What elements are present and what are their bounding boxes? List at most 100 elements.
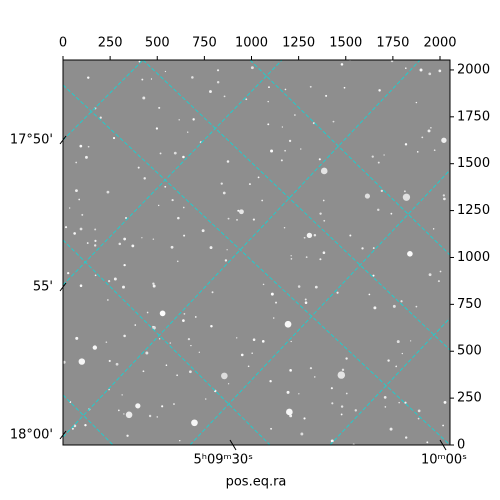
star bbox=[123, 237, 127, 241]
grid-line bbox=[63, 239, 271, 445]
star bbox=[115, 362, 119, 366]
x-tick-label: 0 bbox=[59, 36, 67, 51]
star bbox=[270, 292, 274, 296]
star bbox=[210, 324, 213, 328]
star bbox=[341, 368, 345, 372]
star bbox=[433, 149, 436, 152]
star bbox=[152, 325, 154, 328]
star bbox=[312, 122, 315, 125]
star bbox=[81, 213, 84, 216]
star bbox=[211, 291, 214, 294]
star bbox=[330, 439, 334, 443]
star bbox=[300, 432, 304, 436]
star bbox=[305, 256, 308, 259]
star bbox=[227, 217, 230, 220]
star bbox=[94, 244, 97, 247]
star bbox=[319, 212, 322, 215]
star bbox=[177, 216, 180, 220]
star bbox=[294, 114, 296, 116]
star bbox=[187, 337, 191, 341]
star bbox=[286, 408, 293, 416]
star bbox=[330, 387, 333, 390]
star bbox=[372, 247, 375, 249]
star bbox=[124, 216, 128, 220]
star bbox=[220, 182, 223, 185]
star bbox=[269, 380, 272, 383]
star bbox=[134, 324, 137, 326]
star bbox=[377, 161, 380, 164]
dec-tick-label: 17°50' bbox=[10, 133, 53, 148]
star bbox=[313, 233, 317, 237]
star bbox=[378, 89, 381, 92]
star bbox=[304, 298, 307, 301]
star bbox=[313, 376, 316, 378]
star bbox=[398, 401, 400, 404]
star bbox=[284, 88, 287, 91]
y-tick-label: 2000 bbox=[457, 62, 490, 77]
star bbox=[325, 94, 328, 97]
star bbox=[298, 393, 300, 395]
star bbox=[289, 414, 293, 418]
star bbox=[138, 60, 141, 63]
star bbox=[443, 197, 446, 201]
star bbox=[368, 293, 371, 296]
star bbox=[204, 398, 207, 400]
star bbox=[306, 232, 313, 239]
star bbox=[383, 154, 385, 156]
star bbox=[198, 351, 200, 353]
star bbox=[332, 120, 335, 123]
grid-line bbox=[249, 60, 450, 256]
star bbox=[402, 193, 411, 201]
star bbox=[183, 234, 186, 237]
star bbox=[400, 300, 403, 303]
star bbox=[275, 301, 278, 304]
star bbox=[171, 198, 174, 202]
star bbox=[173, 403, 175, 405]
star bbox=[318, 158, 321, 161]
star bbox=[143, 177, 146, 180]
star bbox=[152, 238, 155, 240]
y-tick-label: 750 bbox=[457, 297, 482, 312]
star bbox=[176, 374, 179, 377]
star bbox=[290, 258, 293, 260]
star bbox=[322, 199, 325, 202]
star bbox=[182, 319, 185, 322]
star bbox=[170, 245, 174, 249]
star bbox=[216, 69, 220, 72]
star bbox=[396, 340, 400, 344]
star bbox=[261, 199, 264, 202]
star bbox=[438, 69, 442, 73]
star bbox=[194, 316, 197, 318]
star bbox=[67, 271, 70, 275]
star bbox=[415, 101, 418, 104]
star bbox=[251, 352, 253, 354]
star bbox=[78, 198, 81, 201]
x-tick-label: 750 bbox=[192, 36, 217, 51]
star bbox=[94, 228, 97, 231]
image-noise bbox=[63, 60, 450, 445]
star bbox=[428, 72, 432, 76]
star bbox=[152, 282, 155, 285]
star bbox=[123, 334, 126, 338]
star bbox=[105, 341, 108, 343]
star bbox=[142, 96, 146, 100]
star bbox=[126, 434, 129, 437]
x-tick-label: 1000 bbox=[235, 36, 268, 51]
star bbox=[227, 383, 230, 385]
x-tick-label: 2000 bbox=[423, 36, 456, 51]
star bbox=[164, 185, 167, 188]
star bbox=[267, 123, 270, 126]
y-tick-label: 1500 bbox=[457, 156, 490, 171]
star bbox=[389, 427, 393, 431]
star bbox=[281, 126, 284, 128]
star bbox=[224, 259, 228, 262]
star bbox=[286, 390, 290, 394]
x-tick-label: 1250 bbox=[282, 36, 315, 51]
star bbox=[209, 90, 212, 94]
ra-tick-label: 10ᵐ00ˢ bbox=[421, 453, 467, 468]
star bbox=[94, 274, 97, 277]
star bbox=[122, 285, 125, 289]
star bbox=[441, 137, 447, 143]
star bbox=[257, 176, 260, 179]
